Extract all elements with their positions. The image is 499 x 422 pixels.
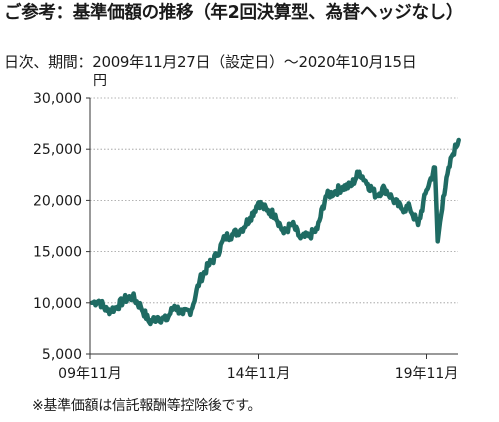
period-label: 日次、期間：2009年11月27日（設定日）〜2020年10月15日 (4, 53, 417, 71)
y-tick-label: 25,000 (33, 142, 82, 158)
x-tick-label: 14年11月 (227, 366, 291, 382)
y-tick-label: 30,000 (33, 91, 82, 107)
chart-title: ご参考：基準価額の推移（年2回決算型、為替ヘッジなし） (4, 3, 464, 23)
y-tick-labels: 5,000 10,000 15,000 20,000 25,000 30,000 (33, 91, 90, 363)
y-tick-label: 15,000 (33, 245, 82, 261)
x-tick-label: 19年11月 (395, 366, 459, 382)
footnote: ※基準価額は信託報酬等控除後です。 (32, 398, 262, 414)
y-unit-label: 円 (93, 73, 107, 89)
series-line (89, 137, 461, 327)
x-tick-labels: 09年11月 14年11月 19年11月 (58, 354, 458, 382)
y-tick-label: 20,000 (33, 193, 82, 209)
x-tick-label: 09年11月 (58, 366, 122, 382)
grid-lines (90, 97, 458, 304)
y-tick-label: 5,000 (42, 347, 82, 363)
y-tick-label: 10,000 (33, 296, 82, 312)
